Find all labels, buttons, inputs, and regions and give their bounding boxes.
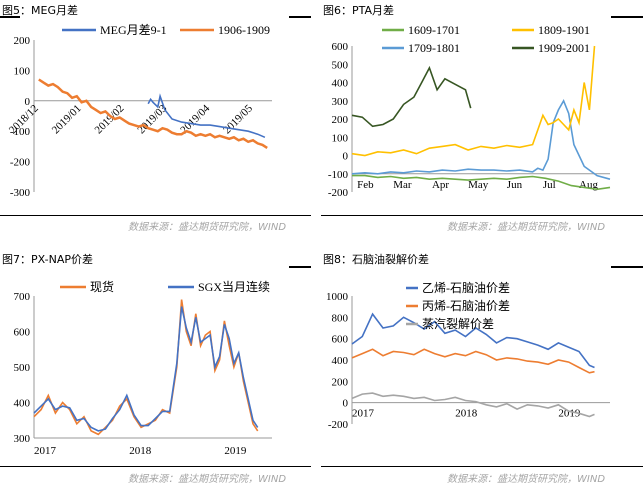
legend-label: 现货 — [90, 279, 114, 294]
chart-title: 图5：MEG月差 — [2, 4, 78, 17]
x-tick-label: 2017 — [352, 408, 375, 420]
legend-label: 1609-1701 — [408, 23, 460, 37]
y-tick-label: 100 — [332, 132, 349, 144]
x-tick-label: May — [468, 179, 489, 191]
y-tick-label: 400 — [14, 398, 31, 410]
x-tick-label: Apr — [432, 179, 449, 191]
y-tick-label: 200 — [332, 376, 349, 388]
y-tick-label: -100 — [10, 126, 31, 138]
series-line — [351, 65, 472, 128]
title-rule-right — [289, 16, 311, 18]
y-tick-label: 1000 — [326, 291, 349, 303]
legend-label: 蒸汽裂解价差 — [422, 316, 494, 331]
series-line — [351, 392, 595, 418]
y-tick-label: 600 — [332, 41, 349, 53]
y-tick-label: 800 — [332, 312, 349, 324]
chart-title: 图6：PTA月差 — [323, 4, 395, 17]
y-tick-label: 200 — [332, 114, 349, 126]
y-tick-label: 700 — [14, 291, 31, 303]
title-rule-right — [611, 16, 643, 18]
y-tick-label: 500 — [332, 59, 349, 71]
series-line — [351, 312, 595, 369]
x-tick-label: Jul — [543, 179, 556, 191]
x-tick-label: 2019 — [224, 445, 247, 457]
x-tick-label: 2017 — [34, 445, 57, 457]
y-tick-label: 100 — [14, 65, 31, 77]
bottom-rule — [321, 466, 643, 467]
series-line — [351, 348, 595, 374]
source-note: 数据来源：盛达期货研究院，WIND — [128, 222, 287, 233]
title-rule-right — [289, 266, 311, 268]
y-tick-label: -200 — [10, 157, 31, 169]
chart-title: 图8：石脑油裂解价差 — [323, 253, 429, 266]
series-line — [33, 306, 259, 432]
series-line — [38, 78, 268, 149]
y-tick-label: -200 — [328, 187, 349, 199]
x-tick-label: 2018 — [455, 408, 478, 420]
x-tick-label: 2018 — [129, 445, 152, 457]
legend-label: 1709-1801 — [408, 41, 460, 55]
source-note: 数据来源：盛达期货研究院，WIND — [447, 474, 606, 485]
x-tick-label: Feb — [357, 179, 374, 191]
y-tick-label: 200 — [14, 35, 31, 47]
bottom-rule — [0, 215, 311, 216]
x-tick-label: Mar — [393, 179, 412, 191]
title-rule-right — [611, 266, 643, 268]
y-tick-label: 0 — [343, 398, 349, 410]
bottom-rule — [0, 466, 311, 467]
source-note: 数据来源：盛达期货研究院，WIND — [128, 474, 287, 485]
y-tick-label: 0 — [343, 151, 349, 163]
y-tick-label: 0 — [25, 96, 31, 108]
series-line — [351, 98, 611, 180]
legend-label: SGX当月连续 — [198, 279, 270, 294]
bottom-rule — [321, 215, 643, 216]
legend-label: 1906-1909 — [218, 23, 270, 37]
legend-label: 丙烯-石脑油价差 — [422, 299, 510, 313]
legend-label: 乙烯-石脑油价差 — [422, 281, 510, 295]
y-tick-label: 300 — [14, 433, 31, 445]
y-tick-label: -300 — [10, 187, 31, 199]
y-tick-label: 600 — [332, 334, 349, 346]
series-line — [351, 45, 596, 157]
legend-label: 1809-1901 — [538, 23, 590, 37]
series-line — [352, 174, 611, 191]
x-tick-label: 2019 — [558, 408, 581, 420]
y-tick-label: 300 — [332, 96, 349, 108]
legend-label: MEG月差9-1 — [100, 23, 167, 37]
legend-label: 1909-2001 — [538, 41, 590, 55]
title-rule-left — [0, 16, 20, 18]
y-tick-label: 400 — [332, 78, 349, 90]
y-tick-label: 600 — [14, 327, 31, 339]
series-line — [147, 93, 266, 139]
x-tick-label: Jun — [507, 179, 523, 191]
chart-title: 图7：PX-NAP价差 — [2, 253, 93, 266]
y-tick-label: -100 — [328, 169, 349, 181]
y-tick-label: -200 — [328, 419, 349, 431]
source-note: 数据来源：盛达期货研究院，WIND — [447, 222, 606, 233]
y-tick-label: 500 — [14, 362, 31, 374]
y-tick-label: 400 — [332, 355, 349, 367]
